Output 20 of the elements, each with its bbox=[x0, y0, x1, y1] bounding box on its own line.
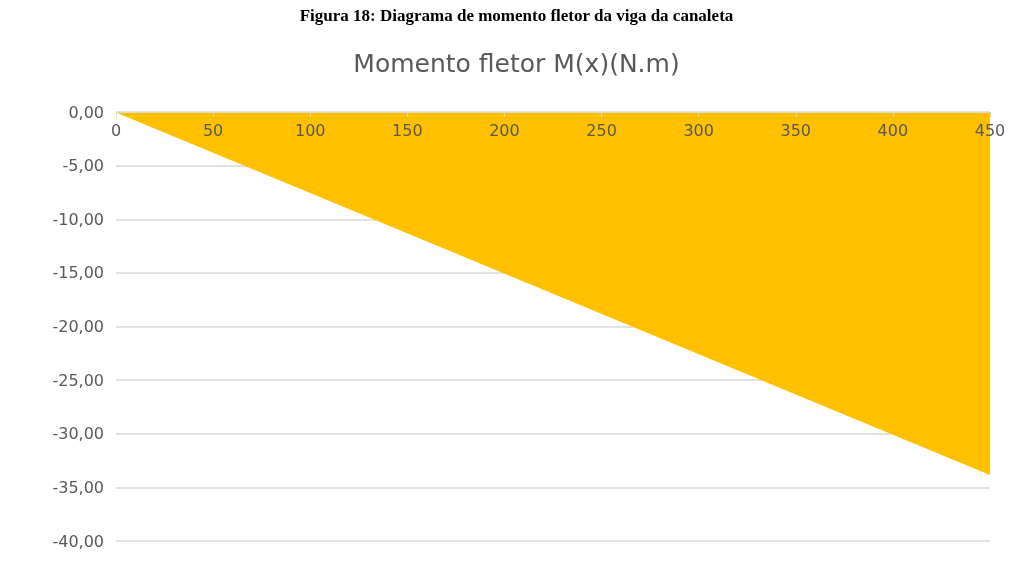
y-tick-label: -40,00 bbox=[52, 531, 104, 551]
x-tick-label: 100 bbox=[294, 120, 326, 140]
chart-title: Figura 18: Diagrama de momento fletor da viga da canaleta bbox=[299, 6, 734, 25]
x-tick-label: 0 bbox=[110, 120, 122, 140]
x-tick-label: 400 bbox=[877, 120, 909, 140]
y-tick-label: 0,00 bbox=[68, 102, 104, 122]
y-tick-label: -15,00 bbox=[52, 263, 104, 283]
y-tick-label: -5,00 bbox=[62, 156, 104, 176]
y-tick-label: -10,00 bbox=[52, 209, 104, 229]
x-tick-label: 350 bbox=[780, 120, 812, 140]
y-tick-label: -35,00 bbox=[52, 477, 104, 497]
x-tick-label: 150 bbox=[392, 120, 423, 140]
y-tick-label: -25,00 bbox=[52, 370, 104, 390]
x-tick-label: 250 bbox=[586, 120, 617, 140]
chart-subtitle: Momento fletor M(x)(N.m) bbox=[353, 49, 680, 78]
y-tick-label: -20,00 bbox=[52, 317, 104, 336]
x-tick-label: 200 bbox=[489, 120, 520, 140]
y-tick-label: -30,00 bbox=[52, 424, 104, 444]
x-tick-label: 50 bbox=[202, 120, 224, 140]
x-tick-label: 300 bbox=[683, 120, 714, 140]
